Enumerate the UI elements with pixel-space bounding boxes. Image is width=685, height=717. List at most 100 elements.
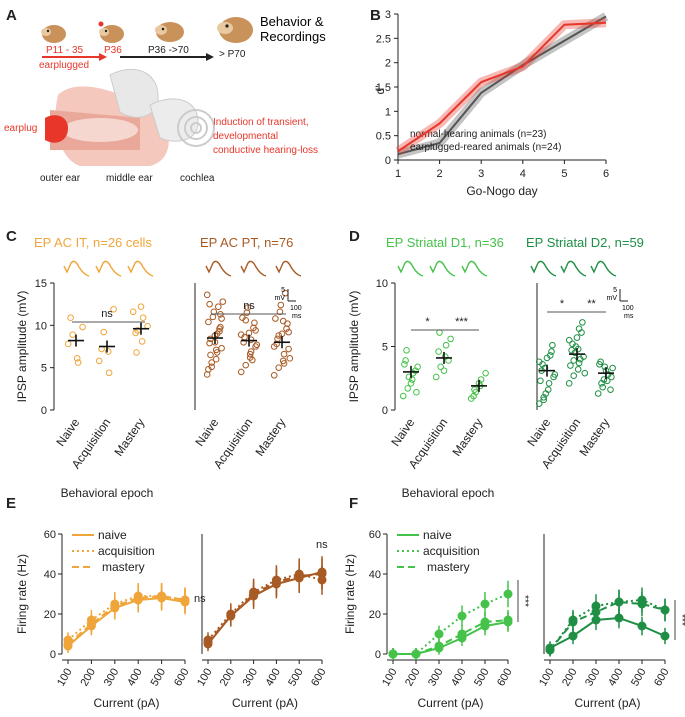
c1-data-point [73, 355, 81, 362]
d2-data-point [581, 369, 589, 377]
c1-y-tick-label: 15 [35, 278, 47, 290]
c1-x-label: Behavioral epoch [61, 486, 154, 500]
d2-sig-label-2: ** [587, 298, 596, 310]
c1-data-point [133, 349, 140, 356]
c2-data-point [270, 371, 278, 379]
f1-x-tick-label: 400 [449, 667, 469, 689]
f1-data-point [434, 641, 444, 651]
e1-y-tick-label: 20 [44, 609, 56, 621]
scalebar-mv-value: 5 [281, 287, 285, 294]
panel-a: P11 - 35 earplugged P36 P36 ->70 > P70 B… [4, 14, 326, 184]
d2-data-point [565, 336, 573, 344]
panel-c-it-chart: EP AC IT, n=26 cells 0 5 10 15 IPSP amplitude… [15, 235, 153, 500]
gerbil-icon-2 [98, 21, 124, 43]
c1-category-label: Mastery [112, 416, 148, 459]
c1-data-point [74, 359, 82, 366]
d2-data-point [547, 352, 554, 359]
c2-category-label: Naive [192, 415, 221, 448]
legend-label-mastery: mastery [427, 560, 470, 574]
middle-ear-label: middle ear [106, 173, 153, 184]
d1-data-point [413, 388, 420, 396]
e1-x-tick-label: 400 [125, 667, 145, 689]
c2-data-point [242, 316, 249, 324]
f2-x-tick-label: 500 [629, 667, 649, 689]
d2-data-point [579, 319, 586, 326]
b-x-tick-label: 1 [395, 168, 401, 180]
d2-data-point [570, 372, 578, 380]
c1-data-point [129, 308, 137, 316]
c1-y-label: IPSP amplitude (mV) [15, 291, 29, 403]
scalebar-mv-unit: mV [607, 295, 618, 302]
e2-data-point [203, 637, 213, 647]
scalebar-ms-value: 100 [622, 305, 634, 312]
c1-data-point [138, 338, 146, 345]
legend-label-naive: naive [423, 528, 452, 542]
d2-data-point [609, 364, 616, 372]
d1-data-point [435, 348, 442, 355]
age-p11-35: P11 - 35 [46, 45, 83, 56]
c1-example-trace [63, 260, 90, 277]
earplugged-label: earplugged [39, 60, 89, 71]
c2-data-point [285, 345, 292, 353]
d2-data-point [567, 362, 574, 369]
b-y-tick-label: 1 [385, 106, 391, 118]
e2-data-point [294, 571, 304, 581]
c2-data-point [206, 300, 213, 308]
d1-y-tick-label: 5 [382, 342, 388, 354]
d2-data-point [599, 383, 607, 391]
b-y-tick-label: 0 [385, 155, 391, 167]
c1-category-label: Naive [53, 415, 82, 448]
legend-label-naive: naive [98, 528, 127, 542]
f1-x-tick-label: 100 [380, 667, 400, 689]
d1-data-point [477, 376, 485, 383]
c2-data-point [280, 350, 288, 358]
d2-category-label: Mastery [577, 416, 613, 459]
c2-data-point [276, 308, 284, 316]
C2-title: EP AC PT, n=76 [200, 235, 293, 250]
f1-x-label: Current (pA) [417, 696, 483, 710]
d1-data-point [441, 353, 449, 360]
f2-data-point [637, 621, 647, 631]
e2-series-acquisition [207, 572, 323, 641]
d1-data-point [412, 367, 419, 374]
f1-y-tick-label: 40 [369, 569, 381, 581]
d2-category-label: Naive [524, 415, 553, 448]
c2-data-point [270, 343, 278, 350]
c2-data-point [205, 366, 212, 373]
e1-y-label: Firing rate (Hz) [15, 554, 29, 634]
e1-sig-label: ns [194, 593, 206, 605]
scalebar-mv-unit: mV [275, 295, 286, 302]
c2-sig-label: ns [243, 300, 255, 312]
c2-data-point [203, 291, 211, 299]
d1-data-point [403, 347, 410, 354]
f1-data-point [457, 611, 467, 621]
e1-data-point [110, 601, 120, 611]
f2-series-acquisition [549, 598, 666, 651]
legend-label-mastery: mastery [102, 560, 145, 574]
f2-data-point [568, 617, 578, 627]
d2-data-point [549, 341, 556, 349]
d2-data-point [596, 360, 603, 368]
d1-data-point [432, 373, 440, 381]
scalebar-ms-unit: ms [624, 313, 634, 320]
e2-data-point [271, 577, 281, 587]
b-y-label: d' [373, 86, 387, 95]
f1-data-point [434, 629, 444, 639]
c1-data-point [104, 348, 112, 355]
c2-data-point [278, 330, 286, 338]
e1-y-tick-label: 0 [50, 649, 56, 661]
age-p70: > P70 [219, 49, 246, 60]
d2-data-point [535, 358, 543, 366]
c1-y-tick-label: 10 [35, 320, 47, 332]
c2-data-point [205, 318, 212, 326]
f2-data-point [614, 597, 624, 607]
f2-x-tick-label: 600 [652, 667, 672, 689]
d2-data-point [545, 380, 553, 387]
d2-data-point [603, 377, 611, 385]
e2-sig-label: ns [316, 539, 328, 551]
d2-data-point [575, 359, 583, 367]
f1-data-point [411, 649, 421, 659]
gerbil-icon-3 [155, 22, 184, 42]
e1-x-tick-label: 100 [55, 667, 75, 689]
